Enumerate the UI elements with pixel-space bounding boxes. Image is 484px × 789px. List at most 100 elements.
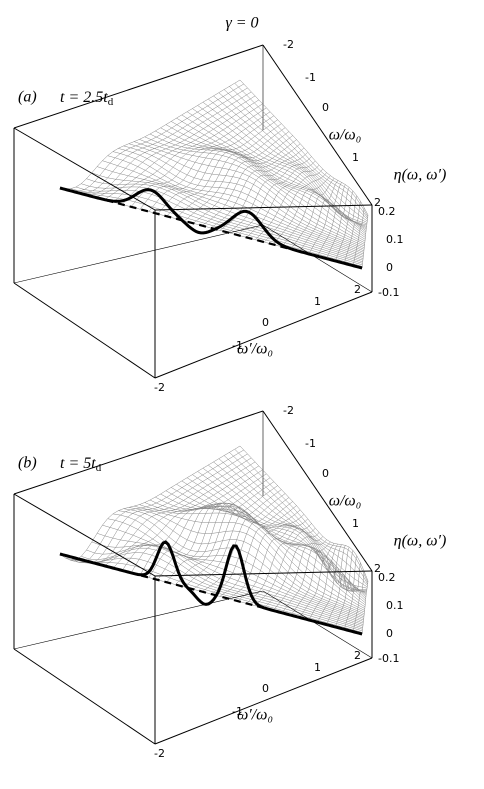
mesh-line [343,562,361,630]
omega-tick-label: -2 [283,38,294,51]
eta-tick-label: 0.1 [386,233,404,246]
omega-tick-label: -2 [283,404,294,417]
box-edge [13,44,264,129]
panel-label: (a) [18,89,37,106]
mesh-line [308,545,346,621]
mesh-line [273,175,331,245]
mesh-line [223,455,368,586]
mesh-line [290,180,339,250]
eta-tick-label: 0.2 [378,571,396,584]
omega-prime-tick-label: -2 [154,381,165,394]
mesh-line [361,214,369,269]
eta-axis-label: η(ω, ω′) [394,533,447,550]
omega-axis-label: ω/ω₀ [329,493,362,510]
mesh-line [352,207,365,266]
mesh-line [264,172,327,243]
omega-tick-label: 2 [374,196,381,209]
mesh-line [239,445,369,582]
mesh-line [229,86,368,219]
box-edge [262,410,373,572]
mesh-line [219,152,308,231]
mesh-line [95,95,256,198]
time-sub: d [96,462,102,474]
eta-tick-label: -0.1 [378,652,399,665]
box-edge [13,590,264,650]
time-main: t = 2.5t [60,89,108,106]
mesh-line [234,83,369,217]
mesh-line [202,467,367,592]
mesh-line [361,581,369,635]
mesh-line [281,178,335,247]
mesh-line [213,95,368,223]
mesh-line [299,182,342,252]
mesh-line [335,195,357,261]
box-edge [13,127,156,211]
mesh-line [317,547,350,623]
mesh-line [208,98,367,225]
time-main: t = 5t [60,455,96,472]
omega-prime-tick-label: -1 [232,339,243,352]
omega-tick-label: -1 [305,71,316,84]
mesh-line [218,458,368,588]
mesh-line [234,449,369,583]
omega-tick-label: 0 [322,467,329,480]
box-edge [13,493,156,577]
mesh-line [255,168,323,240]
mesh-line [290,543,339,616]
box-edge [262,224,373,293]
mesh-line [239,79,369,216]
box-edge [13,410,264,495]
mesh-line [326,550,354,625]
eta-axis-label: η(ω, ω′) [394,167,447,184]
box-edge [154,570,373,577]
mesh-line [197,105,367,227]
time-sub: d [108,96,114,108]
mesh-line [352,571,365,632]
mesh-line [229,452,368,585]
mesh-line [186,477,367,595]
panel: (b) t = 5td -2 -1 0 1 2 ω/ω₀ η(ω, ω′) 0.2 0.1 0 -0.1… [13,404,447,760]
eta-tick-label: 0.2 [378,205,396,218]
mesh-line [223,89,368,220]
mesh-line [264,539,327,609]
mesh-line [171,487,366,599]
mesh-line [255,536,323,606]
mesh-line [237,160,316,236]
box-edge [13,224,264,284]
omega-prime-tick-label: 2 [354,283,361,296]
mesh-line [210,147,305,229]
box-edge [154,204,373,211]
panel-time: t = 5td [60,455,102,474]
box-edge [262,44,373,206]
box-edge [13,648,156,745]
mesh-line [155,130,366,240]
box-edge [154,657,373,745]
box-edge [154,291,373,379]
eta-tick-label: 0 [386,261,393,274]
mesh-line [181,114,367,231]
mesh-line [343,201,361,264]
omega-prime-tick-label: -1 [232,705,243,718]
omega-tick-label: 0 [322,101,329,114]
mesh-line [81,547,363,629]
omega-axis-label: ω/ω₀ [329,127,362,144]
mesh-line [228,156,312,233]
omega-prime-tick-label: -2 [154,747,165,760]
mesh-line [202,102,367,226]
panel-time: t = 2.5td [60,89,114,108]
mesh-line [326,190,354,259]
mesh-line [246,164,320,238]
mesh-line [335,555,357,627]
eta-tick-label: -0.1 [378,286,399,299]
panel: (a) t = 2.5td -2 -1 0 1 2 ω/ω₀ η(ω, ω′) 0.2 0.1 0 -0… [13,38,447,394]
mesh-line [281,543,335,613]
omega-tick-label: 1 [352,517,359,530]
omega-prime-axis-label: ω′/ω₀ [237,341,273,358]
mesh-line [273,541,331,611]
eta-tick-label: 0 [386,627,393,640]
figure-title: γ = 0 [225,15,258,32]
mesh-line [192,474,367,593]
omega-prime-tick-label: 1 [314,661,321,674]
omega-prime-tick-label: 1 [314,295,321,308]
mesh-line [176,483,367,598]
